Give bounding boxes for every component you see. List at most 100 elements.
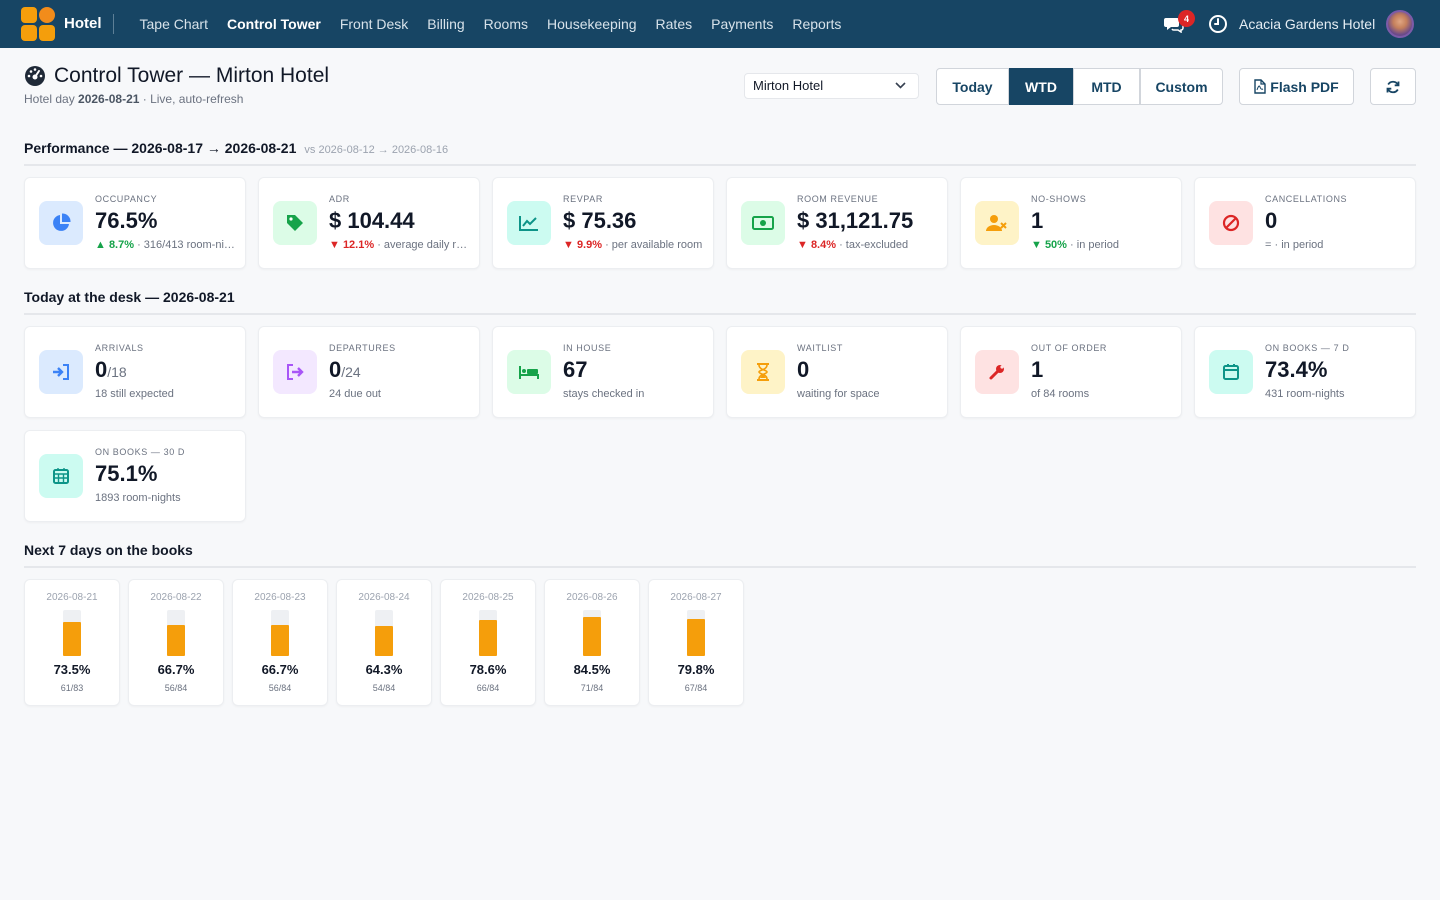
stat-note: · in period [1066,239,1119,251]
stat-value-total: /18 [107,364,127,380]
period-wtd-button[interactable]: WTD [1009,68,1073,105]
forecast-room-nights: 56/84 [164,683,188,693]
stat-note: · in period [1271,239,1324,251]
stat-label: On Books — 7 d [1265,343,1350,353]
nav-rates[interactable]: Rates [655,16,693,32]
calendar-icon [1209,350,1253,394]
stat-label: Departures [329,343,396,353]
period-mtd-button[interactable]: MTD [1073,68,1140,105]
stat-card-cancellations[interactable]: Cancellations 0 = · in period [1194,177,1416,269]
stat-label: On Books — 30 d [95,447,186,457]
forecast-day-card[interactable]: 2026-08-22 66.7% 56/84 [128,579,224,706]
occupancy-bar-fill [271,625,289,656]
nav-housekeeping[interactable]: Housekeeping [547,16,637,32]
stat-card-no-shows[interactable]: No-Shows 1 ▼ 50% · in period [960,177,1182,269]
period-today-button[interactable]: Today [936,68,1009,105]
stat-card-adr[interactable]: ADR $ 104.44 ▼ 12.1% · average daily rate [258,177,480,269]
nav-payments[interactable]: Payments [711,16,774,32]
stat-delta: ▼ 12.1% [329,239,375,251]
dashboard-gauge-icon [25,66,45,86]
desk-card-waitlist[interactable]: Waitlist 0 waiting for space [726,326,948,418]
occupancy-bar-track [583,610,601,656]
stat-value-number: 67 [563,357,588,382]
nav-front-desk[interactable]: Front Desk [339,16,409,32]
desk-card-on-books-7-d[interactable]: On Books — 7 d 73.4% 431 room-nights [1194,326,1416,418]
occupancy-bar-track [375,610,393,656]
forecast-date: 2026-08-24 [358,592,410,603]
stat-label: Arrivals [95,343,144,353]
clock-icon[interactable] [1208,14,1228,34]
period-custom-button[interactable]: Custom [1140,68,1223,105]
notification-badge: 4 [1178,10,1195,27]
stat-card-occupancy[interactable]: Occupancy 76.5% ▲ 8.7% · 316/413 room-nigh… [24,177,246,269]
stat-footnote: ▲ 8.7% · 316/413 room-nights [95,239,235,251]
forecast-date: 2026-08-27 [670,592,722,603]
stat-value: 76.5% [95,208,158,233]
stat-footnote: waiting for space [797,388,880,400]
nav-control-tower[interactable]: Control Tower [226,16,321,32]
calendar-grid-icon [39,454,83,498]
stat-value: 0/24 [329,357,361,383]
stat-label: RevPAR [563,194,603,204]
nav-reports[interactable]: Reports [792,16,842,32]
app-logo[interactable] [21,7,55,41]
forecast-occupancy: 84.5% [573,662,611,677]
stat-footnote: of 84 rooms [1031,388,1090,400]
forecast-occupancy: 66.7% [157,662,195,677]
forecast-day-card[interactable]: 2026-08-21 73.5% 61/83 [24,579,120,706]
forecast-date: 2026-08-25 [462,592,514,603]
current-hotel-name[interactable]: Acacia Gardens Hotel [1239,16,1376,32]
desk-card-departures[interactable]: Departures 0/24 24 due out [258,326,480,418]
forecast-room-nights: 54/84 [372,683,396,693]
stat-footnote: 24 due out [329,388,381,400]
desk-heading: Today at the desk — 2026-08-21 [24,289,235,305]
flash-pdf-label: Flash PDF [1270,78,1339,95]
page-title-text: Control Tower — Mirton Hotel [54,64,330,87]
flash-pdf-button[interactable]: Flash PDF [1239,68,1354,105]
tag-icon [273,201,317,245]
stat-label: ADR [329,194,350,204]
forecast-room-nights: 71/84 [580,683,604,693]
nav-rooms[interactable]: Rooms [483,16,529,32]
desk-card-on-books-30-d[interactable]: On Books — 30 d 75.1% 1893 room-nights [24,430,246,522]
user-avatar[interactable] [1386,10,1414,38]
main-nav: Tape Chart Control Tower Front Desk Bill… [130,0,851,48]
forecast-day-card[interactable]: 2026-08-27 79.8% 67/84 [648,579,744,706]
refresh-button[interactable] [1370,68,1416,105]
stat-value-number: 0 [797,357,810,382]
occupancy-bar-track [687,610,705,656]
desk-card-in-house[interactable]: In House 67 stays checked in [492,326,714,418]
forecast-day-card[interactable]: 2026-08-24 64.3% 54/84 [336,579,432,706]
nav-tape-chart[interactable]: Tape Chart [139,16,208,32]
stat-label: Occupancy [95,194,158,204]
top-navbar: Hotel Tape Chart Control Tower Front Des… [0,0,1440,48]
refresh-icon [1386,80,1400,93]
line-chart-icon [507,201,551,245]
forecast-day-card[interactable]: 2026-08-23 66.7% 56/84 [232,579,328,706]
occupancy-bar-fill [167,625,185,656]
stat-footnote: 18 still expected [95,388,174,400]
stat-label: No-Shows [1031,194,1087,204]
nav-billing[interactable]: Billing [427,16,465,32]
stat-note: · 316/413 room-nights [134,239,235,251]
sign-out-icon [273,350,317,394]
brand-name[interactable]: Hotel [64,15,102,32]
forecast-day-card[interactable]: 2026-08-26 84.5% 71/84 [544,579,640,706]
forecast-date: 2026-08-21 [46,592,98,603]
stat-value: 75.1% [95,461,157,487]
stat-value: 0 [797,357,809,383]
stat-card-room-revenue[interactable]: Room Revenue $ 31,121.75 ▼ 8.4% · tax-excl… [726,177,948,269]
stat-value: 73.4% [1265,357,1327,383]
stat-card-revpar[interactable]: RevPAR $ 75.36 ▼ 9.9% · per available room [492,177,714,269]
occupancy-bar-fill [63,622,81,656]
property-select[interactable]: Mirton Hotel [744,73,919,99]
stat-delta: ▲ 8.7% [95,239,135,251]
occupancy-bar-track [167,610,185,656]
forecast-day-card[interactable]: 2026-08-25 78.6% 66/84 [440,579,536,706]
desk-card-arrivals[interactable]: Arrivals 0/18 18 still expected [24,326,246,418]
section-divider [24,164,1416,166]
stat-note: · tax-excluded [836,239,909,251]
stat-note: · per available room [602,239,703,251]
desk-card-out-of-order[interactable]: Out of Order 1 of 84 rooms [960,326,1182,418]
forecast-heading: Next 7 days on the books [24,542,193,558]
